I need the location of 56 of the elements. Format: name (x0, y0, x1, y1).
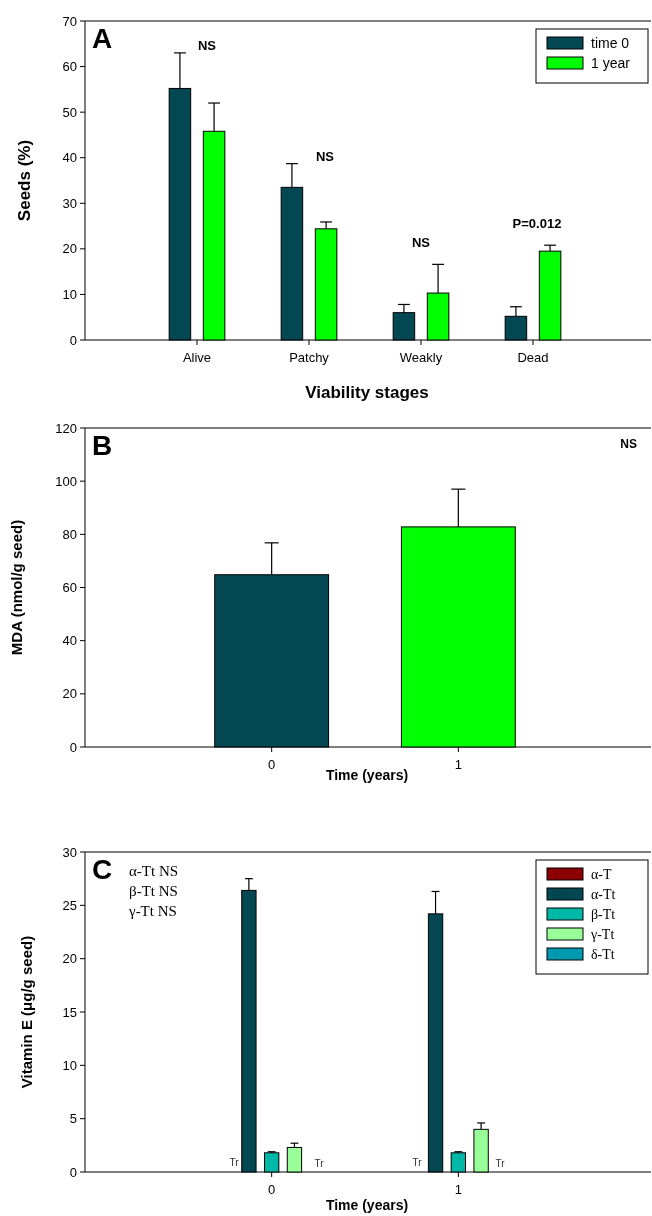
y-tick-label: 0 (69, 1164, 77, 1180)
y-tick-label: 70 (62, 13, 77, 29)
y-axis-title: MDA (nmol/g seed) (8, 519, 25, 656)
annotation: Tr (229, 1157, 240, 1168)
y-tick-label: 60 (62, 59, 77, 75)
y-tick-label: 40 (62, 150, 77, 166)
y-tick-label: 15 (62, 1004, 77, 1020)
y-tick-label: 20 (62, 951, 77, 967)
chart-title: C (92, 854, 113, 885)
x-tick-label: Dead (517, 350, 549, 365)
y-tick-label: 80 (62, 526, 77, 542)
y-tick-label: 120 (55, 420, 77, 436)
x-tick-label: Weakly (399, 350, 443, 365)
y-tick-label: 25 (62, 897, 77, 913)
x-axis-title: Time (years) (325, 767, 409, 783)
x-tick-label: 1 (454, 1182, 462, 1197)
annotation: Tr (314, 1158, 325, 1169)
legend-label: α-T (591, 866, 612, 882)
y-tick-label: 0 (69, 332, 77, 348)
y-axis-title: Vitamin E (μg/g seed) (18, 935, 35, 1089)
y-tick-label: 30 (62, 195, 77, 211)
annotation: NS (620, 437, 637, 451)
y-tick-label: 100 (55, 473, 77, 489)
legend-label: γ-Tt (590, 926, 615, 942)
legend-label: 1 year (591, 54, 631, 71)
x-axis-title: Time (years) (325, 1197, 409, 1213)
y-tick-label: 10 (62, 286, 77, 302)
x-tick-label: Patchy (289, 350, 330, 365)
y-axis-title: Seeds (%) (15, 139, 34, 222)
y-tick-label: 50 (62, 104, 77, 120)
chart-title: B (92, 430, 113, 461)
annotation: β-Tt NS (129, 883, 178, 899)
annotation: NS (197, 38, 217, 53)
annotation: Tr (495, 1158, 506, 1169)
legend-label: β-Tt (591, 906, 616, 922)
annotation: α-Tt NS (129, 863, 179, 879)
x-tick-label: 1 (454, 757, 462, 772)
annotation: NS (315, 149, 335, 164)
legend-label: α-Tt (591, 886, 616, 902)
annotation: γ-Tt NS (128, 903, 177, 919)
y-tick-label: 40 (62, 633, 77, 649)
y-tick-label: 10 (62, 1057, 77, 1073)
y-tick-label: 30 (62, 844, 77, 860)
y-tick-label: 5 (69, 1111, 77, 1127)
chart-title: A (92, 23, 113, 54)
annotation: Tr (412, 1157, 423, 1168)
x-tick-label: Alive (182, 350, 212, 365)
x-axis-title: Viability stages (305, 383, 429, 402)
y-tick-label: 0 (69, 739, 77, 755)
legend-label: δ-Tt (591, 946, 615, 962)
y-tick-label: 20 (62, 686, 77, 702)
y-tick-label: 20 (62, 241, 77, 257)
y-tick-label: 60 (62, 580, 77, 596)
annotation: P=0.012 (512, 216, 562, 231)
annotation: NS (411, 235, 431, 250)
legend-label: time 0 (591, 34, 630, 51)
